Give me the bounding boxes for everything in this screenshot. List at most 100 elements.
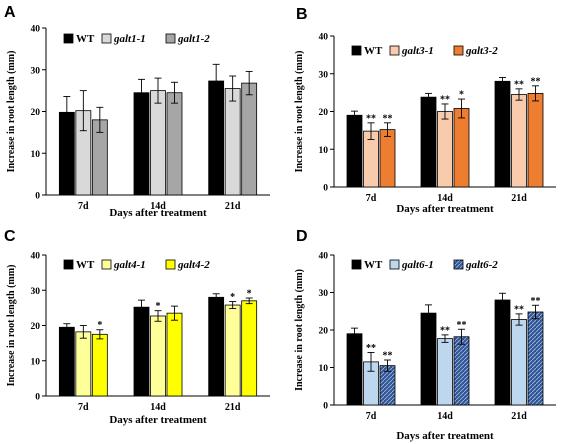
x-axis-label: Days after treatment	[396, 430, 494, 442]
y-tick-label: 20	[31, 108, 41, 118]
legend-label: galt6-1	[401, 259, 434, 271]
y-tick-label: 30	[31, 287, 41, 297]
bar	[224, 88, 241, 196]
significance-mark: **	[531, 76, 541, 87]
significance-mark: **	[514, 304, 524, 315]
legend-label: WT	[364, 45, 383, 57]
bar	[379, 129, 396, 188]
legend-label: galt6-2	[465, 259, 498, 271]
legend-swatch	[63, 259, 74, 270]
legend-swatch	[101, 259, 112, 270]
legend-label: galt1-2	[177, 33, 210, 45]
y-tick-label: 0	[35, 393, 40, 403]
y-tick-label: 20	[319, 327, 329, 337]
legend-swatch	[389, 45, 400, 56]
legend-swatch	[389, 259, 400, 270]
bar	[75, 331, 92, 397]
significance-mark: **	[383, 113, 393, 124]
category-label: 21d	[511, 193, 527, 204]
bar	[511, 319, 527, 406]
x-axis-label: Days after treatment	[109, 414, 207, 426]
y-tick-label: 40	[31, 252, 41, 262]
panel-letter: D	[296, 228, 308, 245]
bar	[494, 80, 511, 188]
legend-swatch	[453, 45, 464, 56]
bar	[453, 108, 470, 188]
category-label: 21d	[511, 411, 527, 422]
significance-mark: *	[459, 90, 464, 101]
bar	[133, 306, 150, 397]
legend: WT galt4-1 galt4-2	[63, 259, 210, 271]
bar	[58, 326, 75, 397]
significance-mark: **	[440, 325, 450, 336]
bar	[437, 338, 453, 406]
legend: WT galt1-1 galt1-2	[63, 33, 210, 45]
category-label: 14d	[150, 402, 166, 413]
category-label: 14d	[150, 201, 166, 212]
category-label: 14d	[437, 193, 453, 204]
panel-letter: C	[4, 228, 16, 245]
significance-mark: *	[230, 292, 235, 303]
legend-swatch	[101, 33, 112, 44]
significance-mark: **	[514, 79, 524, 90]
x-axis-label: Days after treatment	[396, 203, 494, 215]
bar	[511, 94, 527, 188]
y-tick-label: 20	[31, 322, 41, 332]
category-label: 21d	[225, 402, 241, 413]
legend-label: WT	[76, 259, 95, 271]
legend-label: galt3-2	[465, 45, 498, 57]
bar	[346, 333, 363, 406]
significance-mark: **	[457, 320, 467, 331]
panel-a: A 0 10 20 30 40 Increase in root length (mm) Da…	[4, 4, 270, 219]
y-tick-label: 0	[323, 184, 328, 194]
y-tick-label: 40	[319, 252, 329, 262]
y-tick-label: 20	[319, 108, 329, 118]
significance-mark: *	[156, 301, 161, 312]
category-label: 21d	[225, 201, 241, 212]
bar	[166, 92, 183, 196]
panel-c: C 0 10 20 30 40 Increase in root length (mm) Da…	[4, 228, 270, 426]
y-tick-label: 10	[319, 146, 329, 156]
bar	[420, 96, 437, 188]
y-axis-label: Increase in root length (mm)	[294, 51, 305, 173]
panel-b: B 0 10 20 30 40 Increase in root length (mm) Da…	[294, 6, 556, 215]
y-axis-label: Increase in root length (mm)	[294, 269, 305, 391]
legend-swatch	[351, 259, 362, 270]
y-tick-label: 30	[319, 289, 329, 299]
legend-label: galt4-2	[177, 259, 210, 271]
bar	[133, 92, 150, 196]
y-tick-label: 40	[319, 33, 329, 43]
legend-label: galt4-1	[113, 259, 146, 271]
bar	[91, 333, 108, 397]
bar	[453, 336, 470, 406]
bar	[527, 92, 544, 188]
significance-mark: **	[440, 94, 450, 105]
legend-swatch	[453, 259, 464, 270]
category-label: 7d	[366, 411, 377, 422]
panel-d: D 0 10 20 30 40 Increase in root length (mm) Da…	[294, 228, 556, 442]
bar	[420, 312, 437, 406]
legend: WT galt3-1 galt3-2	[351, 45, 498, 57]
y-axis-label: Increase in root length (mm)	[6, 265, 17, 387]
significance-mark: **	[366, 113, 376, 124]
y-tick-label: 0	[35, 192, 40, 202]
legend-label: galt3-1	[401, 45, 434, 57]
bar	[150, 90, 166, 196]
panel-letter: B	[296, 6, 308, 23]
y-tick-label: 30	[31, 66, 41, 76]
category-label: 7d	[78, 402, 89, 413]
y-tick-label: 10	[319, 364, 329, 374]
bar	[437, 111, 453, 188]
category-label: 7d	[78, 201, 89, 212]
significance-mark: *	[97, 320, 102, 331]
y-axis-label: Increase in root length (mm)	[6, 51, 17, 173]
y-tick-label: 40	[31, 25, 41, 35]
bar	[494, 299, 511, 406]
bar	[527, 311, 544, 406]
category-label: 7d	[366, 193, 377, 204]
significance-mark: **	[383, 351, 393, 362]
bar	[346, 114, 363, 188]
significance-mark: *	[247, 289, 252, 300]
x-axis-label: Days after treatment	[109, 207, 207, 219]
